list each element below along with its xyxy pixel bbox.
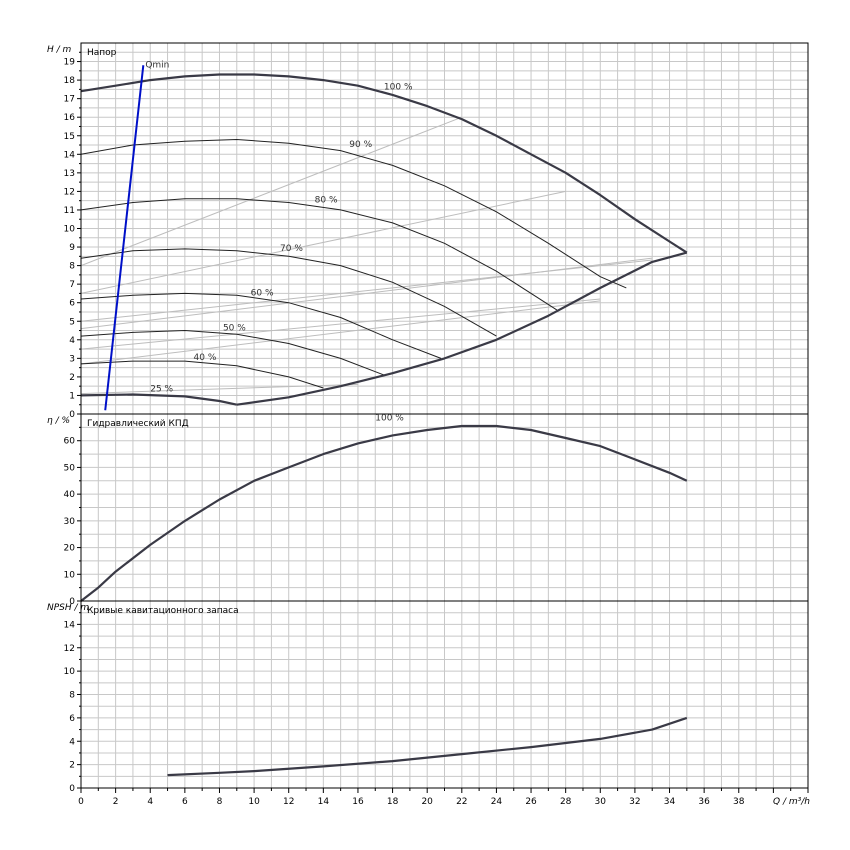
x-tick-label: 6 [182,797,188,807]
panel-title: Кривые кавитационного запаса [87,606,239,616]
y-tick-label: 1 [69,391,75,401]
system-curve [80,190,566,294]
operating-envelope [236,251,688,406]
curve-label: 60 % [251,288,274,298]
curve-label: 80 % [315,196,338,206]
y-tick-label: 50 [64,463,76,473]
system-curve [80,259,653,322]
x-tick-label: 10 [248,797,260,807]
x-tick-label: 36 [698,797,710,807]
y-tick-label: 15 [64,132,75,142]
y-tick-label: 20 [64,544,76,554]
x-tick-label: 16 [352,797,364,807]
system-curve [80,116,462,267]
y-tick-label: 6 [69,299,75,309]
head-curve [80,329,385,376]
x-tick-label: 4 [147,797,153,807]
curve-label: 100 % [384,82,413,92]
head-curve [80,138,627,289]
y-tick-label: 4 [69,336,75,346]
system-curve [80,300,601,365]
x-tick-label: 28 [560,797,572,807]
system-curve [80,383,358,395]
y-tick-label: 12 [64,644,75,654]
y-tick-label: 16 [64,113,76,123]
x-tick-label: 14 [318,797,330,807]
curve-label: 100 % [375,414,404,424]
y-tick-label: 9 [69,243,75,253]
y-tick-label: 30 [64,517,76,527]
x-tick-label: 38 [733,797,745,807]
y-tick-label: 10 [64,667,76,677]
head-curve [80,248,497,337]
head-curve [80,73,688,254]
y-tick-label: 0 [69,597,75,607]
head-curve [80,292,442,359]
curve-label: 70 % [280,244,303,254]
grid [81,43,808,788]
qmin-label: Qmin [145,60,169,70]
x-tick-label: 32 [629,797,640,807]
system-curves [80,116,653,395]
x-tick-label: 22 [456,797,467,807]
curve-label: 25 % [150,385,173,395]
pump-curves [80,65,688,777]
x-tick-label: 0 [78,797,84,807]
y-tick-label: 2 [69,373,75,383]
y-tick-label: 5 [69,317,75,327]
qmin-line [104,65,145,411]
y-tick-label: 14 [64,620,76,630]
head-curve [80,360,324,389]
y-tick-label: 3 [69,354,75,364]
head-curve [80,198,558,311]
npsh-curve [167,716,688,777]
y-tick-label: 17 [64,95,75,105]
y-tick-label: 12 [64,187,75,197]
x-tick-label: 34 [664,797,676,807]
efficiency-curve [80,424,688,602]
x-tick-label: 30 [595,797,607,807]
y-tick-label: 40 [64,490,76,500]
axes [77,42,809,793]
head-curve [80,393,238,406]
x-tick-label: 12 [283,797,294,807]
curve-label: 40 % [194,353,217,363]
y-tick-label: 6 [69,714,75,724]
y-tick-label: 19 [64,58,76,68]
y-axis-label: H / m [47,45,72,55]
x-tick-label: 18 [387,797,399,807]
y-tick-label: 13 [64,169,75,179]
curve-label: 50 % [223,324,246,334]
y-tick-label: 18 [64,76,76,86]
y-tick-label: 0 [69,410,75,420]
x-tick-label: 20 [421,797,433,807]
y-tick-label: 4 [69,737,75,747]
x-tick-label: 26 [525,797,537,807]
curve-label: 90 % [349,140,372,150]
y-axis-label: η / % [47,416,70,426]
y-tick-label: 8 [69,262,75,272]
y-tick-label: 60 [64,437,76,447]
panel-title: Гидравлический КПД [87,419,189,429]
x-tick-label: 24 [491,797,503,807]
x-axis-label: Q / m³/h [773,797,810,807]
y-axis-label: NPSH / m [47,603,89,613]
y-tick-label: 11 [64,206,75,216]
x-tick-label: 8 [217,797,223,807]
y-tick-label: 14 [64,150,76,160]
y-tick-label: 10 [64,225,76,235]
y-tick-label: 7 [69,280,75,290]
system-curve [80,298,601,350]
x-tick-label: 2 [113,797,119,807]
y-tick-label: 0 [69,784,75,794]
panel-title: Напор [87,48,117,58]
y-tick-label: 8 [69,691,75,701]
y-tick-label: 2 [69,761,75,771]
y-tick-label: 10 [64,570,76,580]
